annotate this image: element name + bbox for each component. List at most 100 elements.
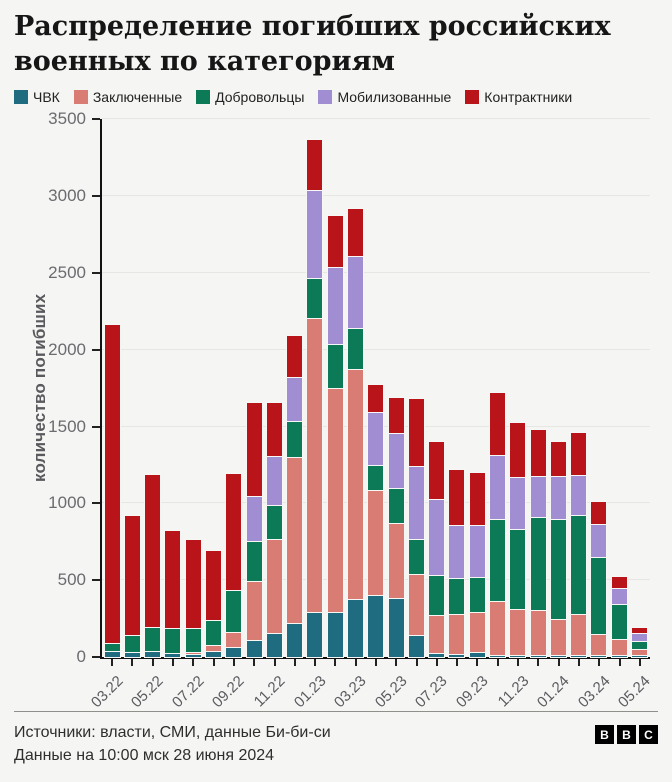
- bar-segment: [225, 473, 243, 593]
- bar-05.22: [144, 119, 162, 659]
- bar-segment: [529, 428, 547, 478]
- bar-segment: [347, 208, 365, 259]
- legend-label: Заключенные: [92, 89, 183, 106]
- bar-segment: [407, 538, 425, 576]
- bar-segment: [265, 633, 283, 659]
- bar-segment: [468, 524, 486, 579]
- bar-segment: [144, 626, 162, 654]
- bar-09.22: [225, 119, 243, 659]
- bar-01.23: [306, 119, 324, 659]
- bar-segment: [225, 590, 243, 635]
- x-tick-mark: [395, 659, 398, 667]
- x-tick-mark: [111, 659, 114, 667]
- x-tick-mark: [334, 659, 337, 667]
- bar-segment: [590, 523, 608, 559]
- y-tick-mark: [92, 118, 100, 121]
- bar-segment: [387, 433, 405, 490]
- bar-06.23: [407, 119, 425, 659]
- y-tick-mark: [92, 656, 100, 659]
- bar-segment: [123, 634, 141, 655]
- source-text: Источники: власти, СМИ, данные Би-би-си …: [14, 721, 331, 767]
- bar-segment: [630, 649, 648, 658]
- bar-10.22: [245, 119, 263, 659]
- bar-segment: [184, 652, 202, 656]
- bar-segment: [428, 574, 446, 617]
- bar-segment: [590, 556, 608, 636]
- bar-segment: [590, 500, 608, 526]
- bar-segment: [610, 639, 628, 658]
- bbc-logo-letter: B: [595, 725, 614, 745]
- bar-segment: [529, 609, 547, 658]
- bar-segment: [468, 611, 486, 655]
- x-tick-mark: [293, 659, 296, 667]
- bar-04.24: [610, 119, 628, 658]
- bar-segment: [306, 317, 324, 614]
- bar-segment: [570, 613, 588, 657]
- bar-02.24: [570, 119, 588, 658]
- bar-segment: [367, 384, 385, 414]
- bar-12.22: [286, 119, 304, 659]
- bar-segment: [630, 655, 648, 658]
- bar-segment: [265, 401, 283, 458]
- bar-segment: [448, 653, 466, 659]
- bar-segment: [286, 420, 304, 460]
- y-tick-mark: [92, 348, 100, 351]
- x-tick-mark: [212, 659, 215, 667]
- bar-segment: [428, 653, 446, 659]
- x-axis-layer: 03.22 05.22 07.22 09.22 11.22 01.23 03.23 05.23…: [88, 119, 654, 711]
- y-tick-label: 3500: [48, 109, 86, 129]
- bar-segment: [245, 639, 263, 659]
- y-tick-label: 2000: [48, 339, 86, 359]
- bar-segment: [468, 652, 486, 659]
- y-tick-label: 1500: [48, 416, 86, 436]
- legend-item-convicts: Заключенные: [73, 89, 183, 106]
- y-axis-labels: 0 500 1000 1500 2000 2500 3000 3500: [48, 109, 650, 666]
- bar-segment: [123, 514, 141, 637]
- legend: ЧВК Заключенные Добровольцы Мобилизованн…: [14, 89, 658, 105]
- legend-swatch-contract-icon: [465, 90, 480, 105]
- bar-segment: [488, 519, 506, 603]
- footer: Источники: власти, СМИ, данные Би-би-си …: [14, 711, 658, 767]
- x-tick-mark: [577, 659, 580, 667]
- bar-11.23: [509, 119, 527, 658]
- bar-segment: [428, 614, 446, 656]
- bar-segment: [549, 654, 567, 658]
- bar-segment: [205, 550, 223, 622]
- bar-09.23: [468, 119, 486, 659]
- legend-label: Добровольцы: [215, 89, 305, 106]
- legend-item-mobilized: Мобилизованные: [318, 89, 451, 105]
- y-tick-label: 500: [57, 570, 86, 590]
- bar-segment: [306, 138, 324, 193]
- bar-segment: [549, 518, 567, 622]
- source-line-1: Источники: власти, СМИ, данные Би-би-си: [14, 724, 331, 742]
- bar-segment: [549, 440, 567, 478]
- y-tick-mark: [92, 194, 100, 197]
- bar-segment: [164, 530, 182, 630]
- bar-04.23: [367, 119, 385, 659]
- bar-segment: [610, 603, 628, 642]
- bar-segment: [347, 327, 365, 371]
- legend-swatch-mobilized-icon: [318, 90, 333, 105]
- bar-segment: [123, 652, 141, 659]
- bar-segment: [407, 397, 425, 468]
- bar-segment: [205, 620, 223, 647]
- bar-segment: [570, 432, 588, 477]
- x-tick-mark: [517, 659, 520, 667]
- bar-segment: [245, 496, 263, 543]
- bar-segment: [387, 397, 405, 436]
- bar-segment: [590, 655, 608, 658]
- x-tick-mark: [151, 659, 154, 667]
- bar-segment: [448, 613, 466, 656]
- bar-03.24: [590, 119, 608, 658]
- bar-segment: [529, 655, 547, 658]
- gridline: [102, 348, 650, 350]
- bar-segment: [367, 490, 385, 598]
- bar-segment: [306, 611, 324, 659]
- bar-segment: [488, 391, 506, 457]
- bar-segment: [387, 487, 405, 526]
- x-tick-mark: [375, 659, 377, 667]
- bar-segment: [468, 471, 486, 527]
- bar-segment: [407, 573, 425, 637]
- bar-segment: [225, 646, 243, 659]
